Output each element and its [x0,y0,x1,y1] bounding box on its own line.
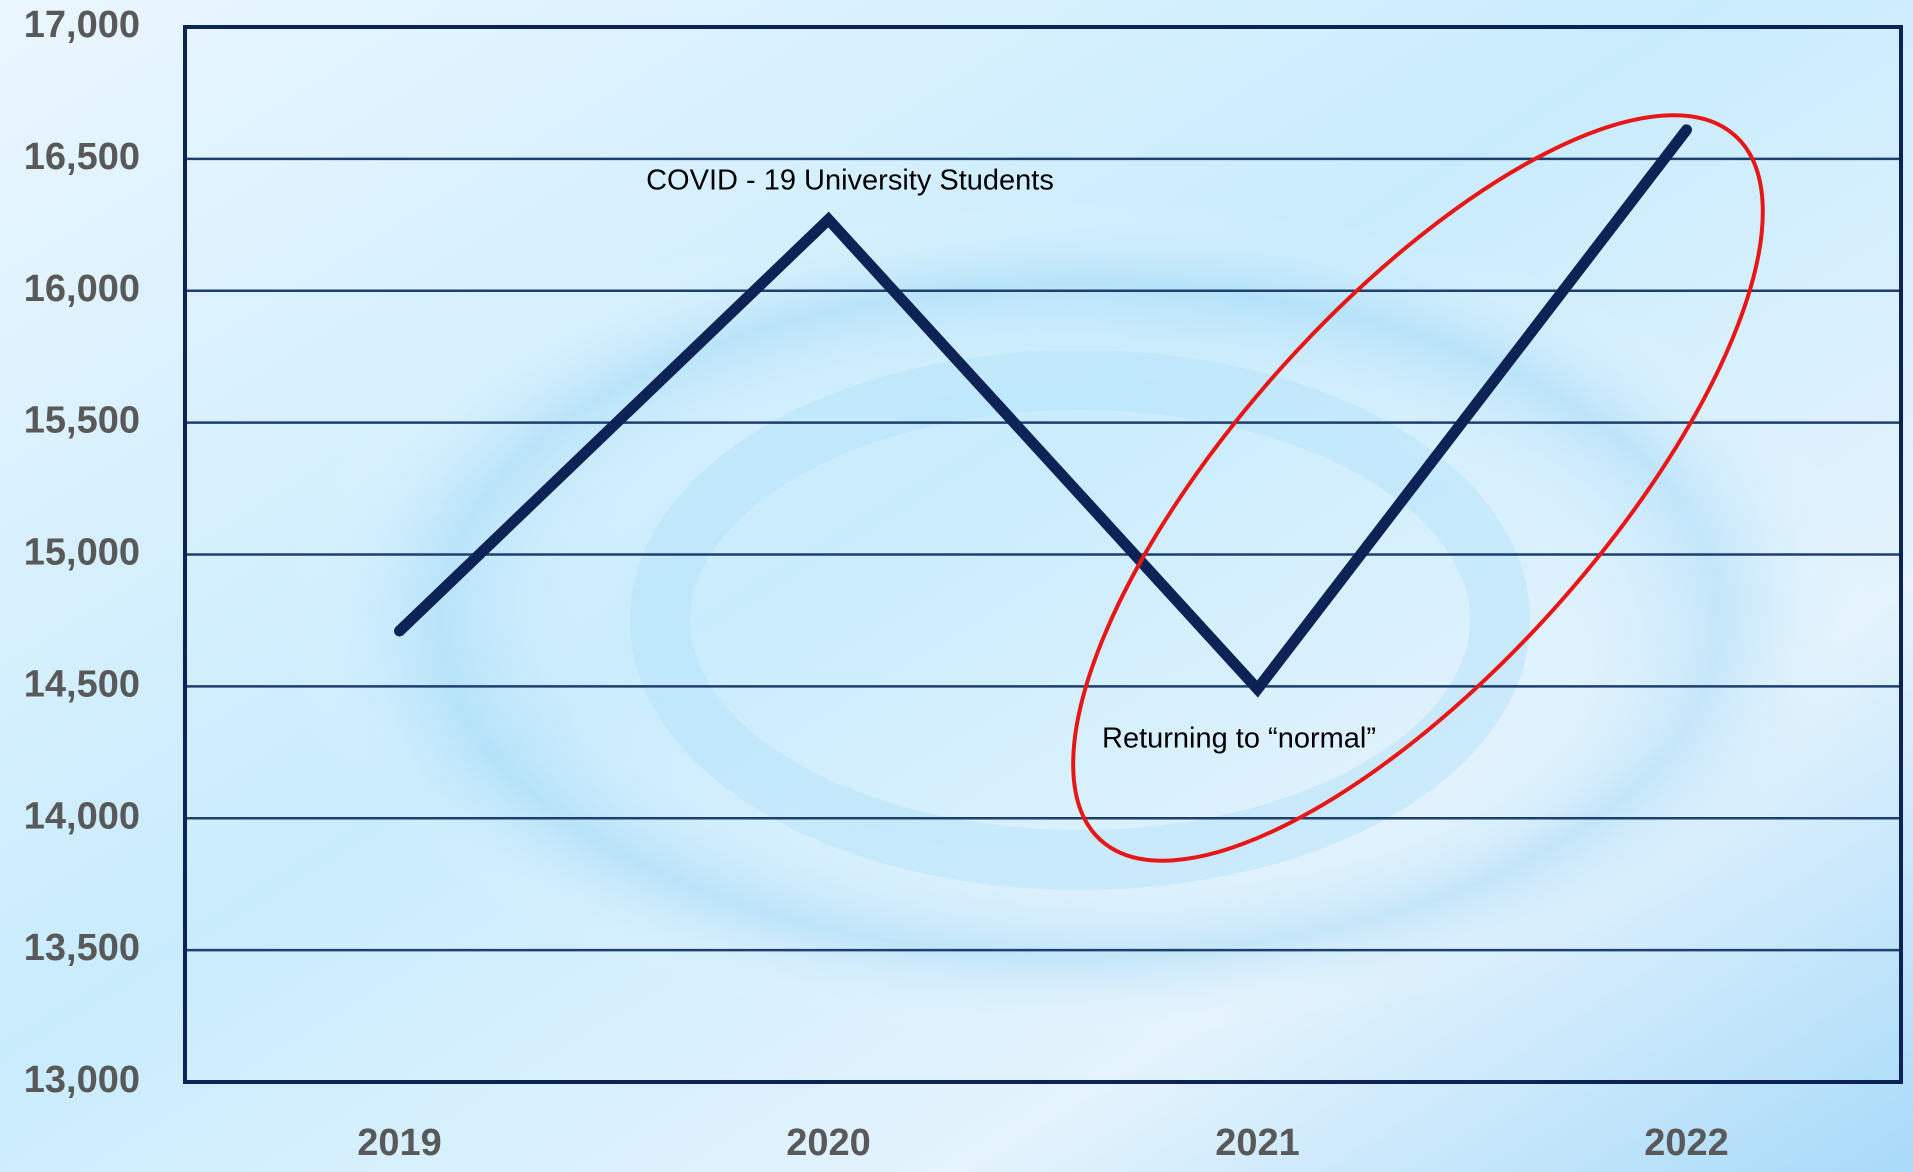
marks [394,124,1692,698]
highlight-ellipse [1071,113,1765,863]
x-tick-label: 2021 [1215,1122,1300,1164]
x-tick-label: 2020 [786,1122,871,1164]
background-swirl [280,200,1880,1040]
annotation: COVID - 19 University Students [646,165,1054,197]
y-tick-label: 13,000 [24,1059,140,1101]
y-tick-label: 14,500 [24,663,140,705]
data-line [394,124,1692,698]
y-tick-label: 15,000 [24,532,140,574]
y-tick-label: 17,000 [24,4,140,46]
background-swirl [630,350,1530,890]
plot-frame [183,25,1903,1084]
annotation: Returning to “normal” [1102,723,1376,755]
x-tick-label: 2019 [357,1122,442,1164]
y-tick-label: 13,500 [24,927,140,969]
y-tick-label: 14,000 [24,795,140,837]
y-tick-label: 15,500 [24,400,140,442]
x-tick-label: 2022 [1644,1122,1729,1164]
y-tick-label: 16,000 [24,268,140,310]
y-tick-label: 16,500 [24,136,140,178]
